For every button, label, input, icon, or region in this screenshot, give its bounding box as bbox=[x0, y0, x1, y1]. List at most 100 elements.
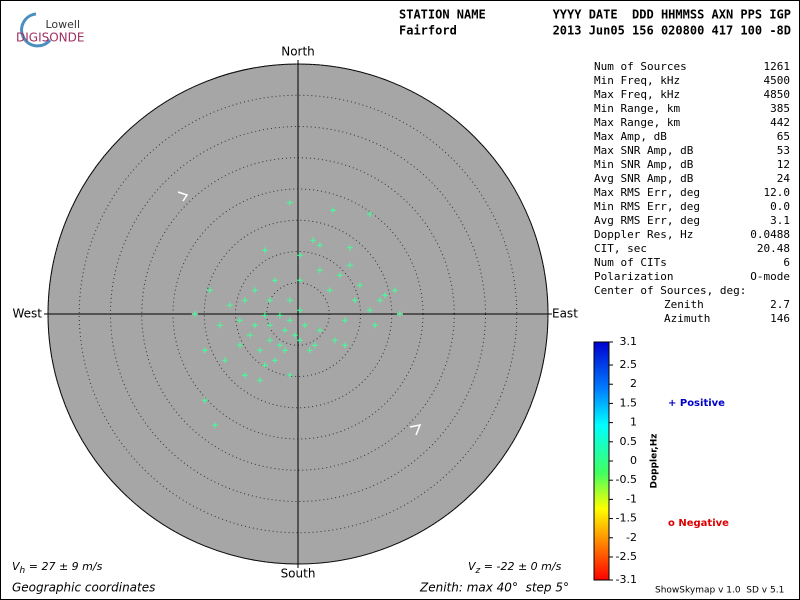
stat-label: Num of CITs bbox=[594, 256, 667, 269]
source-point bbox=[241, 372, 248, 379]
stat-value: 2.7 bbox=[770, 298, 790, 311]
stat-value: 20.48 bbox=[757, 242, 790, 255]
source-point bbox=[211, 422, 218, 429]
logo-bottom: DIGISONDE bbox=[16, 31, 84, 45]
zenith-label: Zenith: max 40° step 5° bbox=[419, 581, 569, 595]
source-point bbox=[266, 337, 273, 344]
colorbar-tick-label: -3.1 bbox=[616, 573, 637, 586]
colorbar-tick-label: 2.5 bbox=[620, 358, 638, 371]
colorbar-tick-label: 0 bbox=[630, 454, 637, 467]
station: Fairford bbox=[399, 24, 457, 38]
velocity-part: h bbox=[20, 566, 26, 576]
source-point bbox=[251, 287, 258, 294]
colorbar-tick-label: -2 bbox=[626, 531, 637, 544]
source-point bbox=[346, 244, 353, 251]
stat-label: Min Range, km bbox=[594, 102, 680, 115]
direction-label: West bbox=[12, 307, 42, 321]
source-point bbox=[286, 372, 293, 379]
source-point bbox=[376, 297, 383, 304]
stat-label: Max Amp, dB bbox=[594, 130, 667, 143]
colorbar-tick-label: 3.1 bbox=[620, 335, 638, 348]
velocity-part: = 27 ± 9 m/s bbox=[25, 560, 102, 573]
source-point bbox=[201, 347, 208, 354]
logo-swoosh bbox=[20, 12, 52, 48]
source-point bbox=[191, 311, 198, 317]
source-point bbox=[256, 377, 263, 384]
source-point bbox=[266, 297, 273, 304]
stat-label: Min RMS Err, deg bbox=[594, 200, 700, 213]
center-label: Center of Sources, deg: bbox=[594, 284, 746, 297]
source-point bbox=[351, 297, 358, 304]
stat-value: O-mode bbox=[750, 270, 790, 283]
direction-label: East bbox=[552, 307, 578, 321]
stat-label: Min Freq, kHz bbox=[594, 74, 680, 87]
stat-value: 12.0 bbox=[764, 186, 791, 199]
source-point bbox=[356, 282, 363, 289]
source-point bbox=[271, 357, 278, 364]
stat-value: 146 bbox=[770, 312, 790, 325]
colorbar-tick-label: -1.5 bbox=[616, 512, 637, 525]
colorbar-tick-label: 1.5 bbox=[620, 396, 638, 409]
stat-label: Avg SNR Amp, dB bbox=[594, 172, 694, 185]
source-point bbox=[261, 247, 268, 254]
source-point bbox=[310, 237, 316, 244]
stat-label: Max RMS Err, deg bbox=[594, 186, 700, 199]
colorbar-tick-label: -1 bbox=[626, 492, 637, 505]
source-point bbox=[331, 337, 338, 344]
source-point bbox=[316, 267, 323, 274]
source-point bbox=[216, 322, 223, 329]
source-point bbox=[296, 307, 303, 314]
source-point bbox=[296, 252, 303, 259]
colorbar-tick-label: 0.5 bbox=[620, 435, 638, 448]
source-point bbox=[346, 262, 353, 269]
direction-label: North bbox=[281, 45, 315, 59]
source-point bbox=[236, 342, 243, 349]
stat-label: CIT, sec bbox=[594, 242, 647, 255]
source-point bbox=[336, 272, 343, 279]
colorbar-tick-label: -2.5 bbox=[616, 550, 637, 563]
source-point bbox=[381, 292, 388, 299]
legend-negative: o Negative bbox=[668, 518, 729, 529]
source-point bbox=[301, 322, 308, 329]
source-point bbox=[266, 322, 273, 329]
source-point bbox=[276, 312, 283, 319]
colorbar bbox=[593, 341, 610, 581]
source-point bbox=[306, 347, 313, 354]
stat-value: 385 bbox=[770, 102, 790, 115]
source-point bbox=[326, 287, 333, 294]
source-point bbox=[261, 362, 268, 369]
source-point bbox=[271, 277, 278, 284]
source-point bbox=[330, 207, 336, 214]
source-point bbox=[281, 327, 288, 334]
colorbar-tick-label: -0.5 bbox=[616, 473, 637, 486]
velocity: Vh = 27 ± 9 m/s bbox=[12, 560, 103, 576]
source-point bbox=[286, 297, 293, 304]
columns-label: YYYY DATE DDD HHMMSS AXN PPS IGP bbox=[553, 8, 791, 22]
stat-value: 1261 bbox=[764, 60, 791, 73]
source-point bbox=[316, 327, 323, 334]
stat-value: 0.0488 bbox=[750, 228, 790, 241]
stat-value: 6 bbox=[783, 256, 790, 269]
source-point bbox=[296, 337, 303, 344]
stat-value: 3.1 bbox=[770, 214, 790, 227]
stat-label: Max SNR Amp, dB bbox=[594, 144, 694, 157]
source-point bbox=[296, 277, 303, 284]
source-point bbox=[366, 211, 373, 217]
velocity-part: = -22 ± 0 m/s bbox=[480, 560, 561, 573]
stat-label: Zenith bbox=[664, 298, 704, 311]
stat-label: Avg RMS Err, deg bbox=[594, 214, 700, 227]
source-point bbox=[236, 317, 243, 324]
source-point bbox=[251, 322, 258, 329]
stat-label: Min SNR Amp, dB bbox=[594, 158, 694, 171]
source-point bbox=[371, 322, 378, 329]
plot: North South West East bbox=[12, 45, 578, 581]
stat-value: 65 bbox=[777, 130, 790, 143]
source-point bbox=[276, 342, 283, 349]
stat-value: 53 bbox=[777, 144, 790, 157]
colorbar-label: Doppler,Hz bbox=[650, 433, 660, 488]
stat-value: 12 bbox=[777, 158, 790, 171]
source-point bbox=[246, 332, 253, 339]
station-label: STATION NAME bbox=[399, 8, 486, 22]
colorbar-tick-label: 2 bbox=[630, 377, 637, 390]
